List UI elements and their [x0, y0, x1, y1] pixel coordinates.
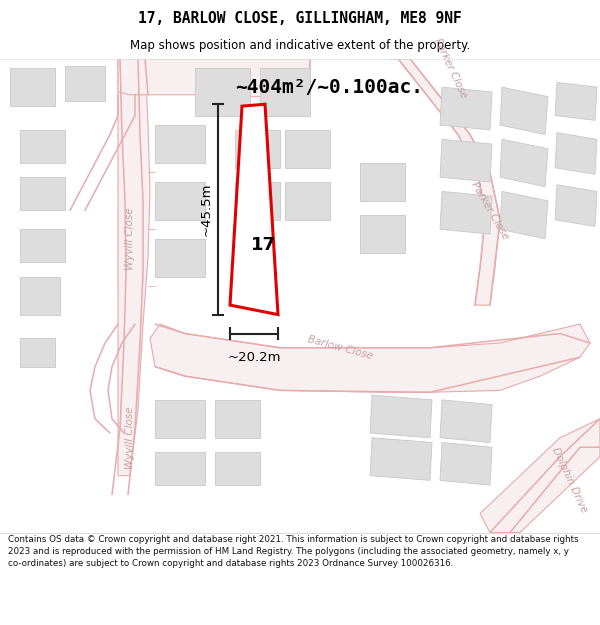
Text: Map shows position and indicative extent of the property.: Map shows position and indicative extent… — [130, 39, 470, 52]
Polygon shape — [155, 400, 205, 437]
Polygon shape — [285, 130, 330, 168]
Polygon shape — [440, 442, 492, 485]
Polygon shape — [555, 82, 597, 121]
Polygon shape — [235, 130, 280, 168]
Polygon shape — [20, 338, 55, 367]
Text: 17, BARLOW CLOSE, GILLINGHAM, ME8 9NF: 17, BARLOW CLOSE, GILLINGHAM, ME8 9NF — [138, 11, 462, 26]
Polygon shape — [555, 132, 597, 174]
Polygon shape — [285, 182, 330, 220]
Polygon shape — [500, 191, 548, 239]
Polygon shape — [440, 191, 492, 234]
Text: Parker Close: Parker Close — [432, 37, 468, 100]
Text: ~20.2m: ~20.2m — [227, 351, 281, 364]
Text: Wyvill Close: Wyvill Close — [125, 406, 135, 469]
Polygon shape — [20, 277, 60, 314]
Polygon shape — [440, 87, 492, 130]
Polygon shape — [390, 59, 500, 305]
Polygon shape — [20, 177, 65, 211]
Polygon shape — [118, 59, 310, 97]
Polygon shape — [155, 239, 205, 277]
Polygon shape — [10, 68, 55, 106]
Polygon shape — [500, 87, 548, 134]
Text: Parker Close: Parker Close — [469, 180, 511, 241]
Polygon shape — [360, 163, 405, 201]
Polygon shape — [260, 68, 310, 116]
Polygon shape — [440, 400, 492, 442]
Polygon shape — [155, 125, 205, 163]
Polygon shape — [235, 182, 280, 220]
Polygon shape — [370, 395, 432, 438]
Polygon shape — [215, 400, 260, 437]
Text: 17: 17 — [251, 236, 276, 254]
Polygon shape — [215, 452, 260, 485]
Polygon shape — [195, 68, 250, 116]
Polygon shape — [20, 229, 65, 262]
Text: ~404m²/~0.100ac.: ~404m²/~0.100ac. — [235, 78, 423, 97]
Polygon shape — [118, 59, 150, 476]
Polygon shape — [360, 215, 405, 253]
Polygon shape — [480, 419, 600, 532]
Polygon shape — [555, 185, 597, 226]
Text: ~45.5m: ~45.5m — [199, 182, 212, 236]
Polygon shape — [20, 130, 65, 163]
Text: Contains OS data © Crown copyright and database right 2021. This information is : Contains OS data © Crown copyright and d… — [8, 535, 578, 568]
Polygon shape — [155, 452, 205, 485]
Polygon shape — [370, 438, 432, 481]
Polygon shape — [230, 104, 278, 314]
Text: Barlow Close: Barlow Close — [307, 334, 374, 361]
Polygon shape — [65, 66, 105, 101]
Polygon shape — [440, 139, 492, 182]
Text: Dolphin Drive: Dolphin Drive — [550, 446, 590, 514]
Polygon shape — [155, 182, 205, 220]
Text: Wyvill Close: Wyvill Close — [125, 208, 135, 270]
Polygon shape — [150, 324, 590, 392]
Polygon shape — [500, 139, 548, 187]
